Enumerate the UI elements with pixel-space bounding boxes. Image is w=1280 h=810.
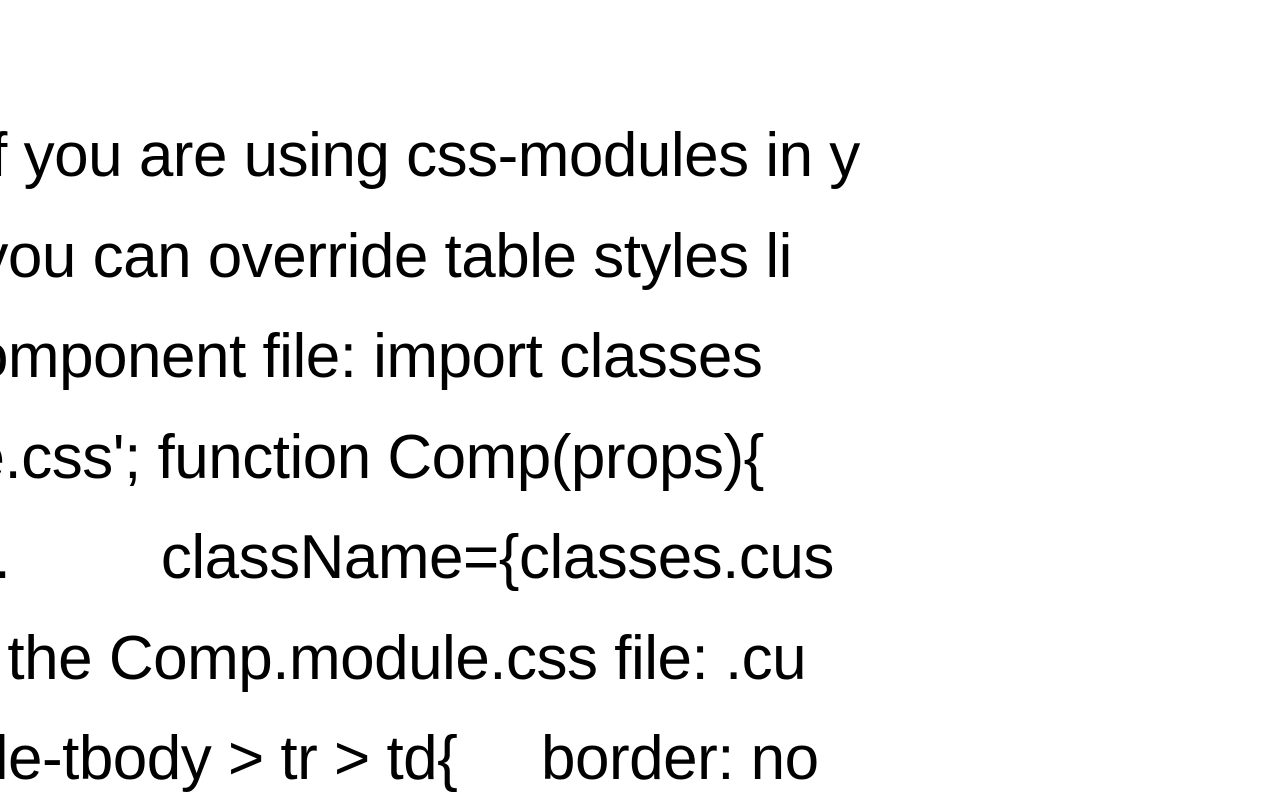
text-line-6: in the Comp.module.css file: .cu <box>0 624 806 693</box>
text-line-5: ... className={classes.cus <box>0 523 834 592</box>
text-line-3: component file: import classes <box>0 322 779 391</box>
text-line-1: if you are using css-modules in y <box>0 121 860 190</box>
text-line-2: n, you can override table styles li <box>0 222 792 291</box>
text-line-7: table-tbody > tr > td{ border: no <box>0 724 819 793</box>
text-line-4: lule.css'; function Comp(props){ <box>0 423 781 492</box>
document-text-fragment: if you are using css-modules in y n, you… <box>0 6 860 810</box>
